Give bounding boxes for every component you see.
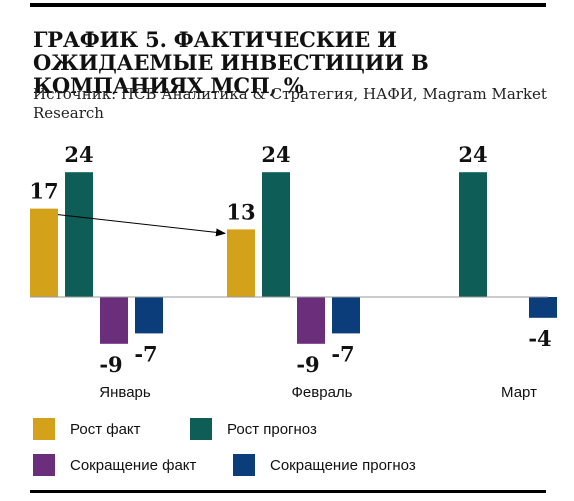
legend-item-3: Сокращение прогноз — [233, 454, 416, 476]
trend-arrow — [57, 214, 226, 237]
bar-0-1 — [227, 229, 255, 297]
legend-swatch-2 — [33, 454, 55, 476]
value-label-2-1: -9 — [296, 352, 319, 377]
legend-item-2: Сокращение факт — [33, 454, 196, 476]
category-label-0: Январь — [99, 384, 151, 401]
bar-3-0 — [135, 297, 163, 334]
bar-2-1 — [297, 297, 325, 344]
bar-1-0 — [65, 172, 93, 297]
legend-item-1: Рост прогноз — [190, 418, 317, 440]
top-rule — [30, 3, 546, 7]
bar-1-1 — [262, 172, 290, 297]
category-label-1: Февраль — [292, 384, 353, 401]
value-label-1-1: 24 — [261, 142, 290, 167]
legend-label-3: Сокращение прогноз — [270, 456, 416, 474]
value-label-3-1: -7 — [331, 341, 354, 366]
value-label-3-0: -7 — [134, 341, 157, 366]
legend-label-2: Сокращение факт — [70, 456, 197, 474]
value-label-3-2: -4 — [528, 326, 551, 351]
chart-source: Источник: ПСБ Аналитика & Стратегия, НАФ… — [33, 85, 547, 122]
bar-1-2 — [459, 172, 487, 297]
bar-3-2 — [529, 297, 557, 318]
value-label-0-1: 13 — [226, 199, 255, 224]
value-label-0-0: 17 — [29, 179, 58, 204]
legend-item-0: Рост факт — [33, 418, 141, 440]
legend-label-0: Рост факт — [70, 420, 141, 438]
value-label-1-0: 24 — [64, 142, 93, 167]
chart-title: ГРАФИК 5. ФАКТИЧЕСКИЕ И ОЖИДАЕМЫЕ ИНВЕСТ… — [33, 27, 429, 98]
bottom-rule — [30, 490, 546, 493]
bar-0-0 — [30, 208, 58, 297]
legend-swatch-1 — [190, 418, 212, 440]
bar-3-1 — [332, 297, 360, 334]
category-label-2: Март — [501, 384, 537, 401]
value-label-2-0: -9 — [99, 352, 122, 377]
legend-label-1: Рост прогноз — [227, 420, 317, 438]
legend-swatch-0 — [33, 418, 55, 440]
legend-swatch-3 — [233, 454, 255, 476]
value-label-1-2: 24 — [458, 142, 487, 167]
bar-2-0 — [100, 297, 128, 344]
